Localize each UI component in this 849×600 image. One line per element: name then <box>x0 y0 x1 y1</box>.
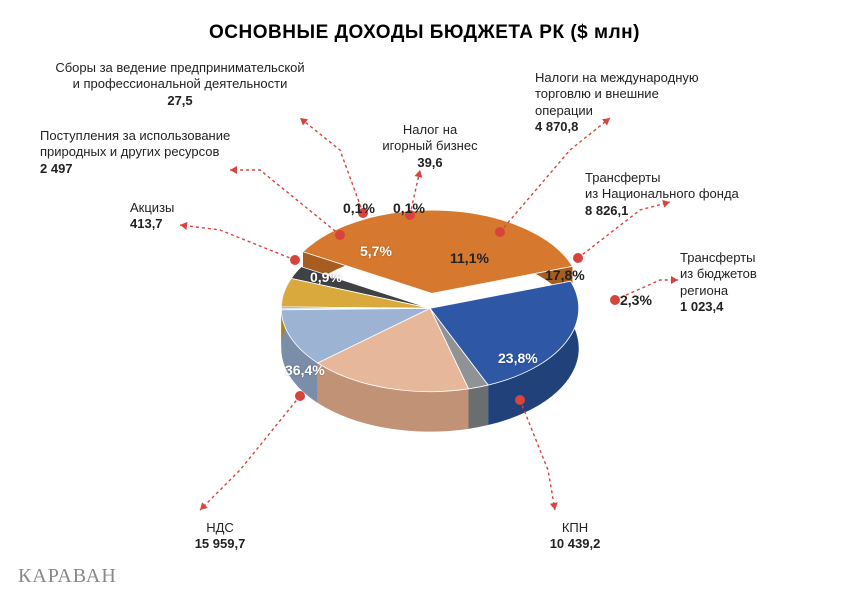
leader-arrow-kpn <box>550 502 558 510</box>
pct-gambling: 0,1% <box>393 200 425 216</box>
callout-line: Трансферты <box>585 170 739 186</box>
callout-line: из бюджетов <box>680 266 757 282</box>
pct-intl: 11,1% <box>450 250 489 266</box>
callout-value: 4 870,8 <box>535 119 699 135</box>
callout-line: Трансферты <box>680 250 757 266</box>
leader-dot-reg <box>610 295 620 305</box>
callout-line: игорный бизнес <box>382 138 477 154</box>
chart-title: ОСНОВНЫЕ ДОХОДЫ БЮДЖЕТА РК ($ млн) <box>0 22 849 44</box>
callout-natfund: Трансфертыиз Национального фонда8 826,1 <box>585 170 739 219</box>
callout-line: торговлю и внешние <box>535 86 699 102</box>
callout-value: 39,6 <box>382 155 477 171</box>
callout-line: НДС <box>195 520 246 536</box>
callout-value: 413,7 <box>130 216 174 232</box>
callout-line: региона <box>680 283 757 299</box>
leader-arrow-gambling <box>415 170 423 178</box>
callout-line: и профессиональной деятельности <box>55 76 304 92</box>
callout-line: Сборы за ведение предпринимательской <box>55 60 304 76</box>
leader-arrow-nds <box>200 502 208 510</box>
callout-gambling: Налог наигорный бизнес39,6 <box>382 122 477 171</box>
callout-excise: Акцизы413,7 <box>130 200 174 233</box>
pct-natfund: 17,8% <box>545 267 585 283</box>
pct-kpn: 23,8% <box>498 350 538 366</box>
callout-value: 10 439,2 <box>550 536 601 552</box>
callout-line: Налоги на международную <box>535 70 699 86</box>
callout-line: Акцизы <box>130 200 174 216</box>
callout-line: природных и других ресурсов <box>40 144 230 160</box>
pct-fees: 0,1% <box>343 200 375 216</box>
leader-arrow-excise <box>180 222 187 230</box>
callout-value: 1 023,4 <box>680 299 757 315</box>
leader-arrow-reg <box>671 276 678 284</box>
callout-resources: Поступления за использованиеприродных и … <box>40 128 230 177</box>
callout-kpn: КПН10 439,2 <box>550 520 601 553</box>
callout-reg: Трансфертыиз бюджетоврегиона1 023,4 <box>680 250 757 315</box>
callout-nds: НДС15 959,7 <box>195 520 246 553</box>
callout-line: Налог на <box>382 122 477 138</box>
source-label: КАРАВАН <box>18 565 117 588</box>
callout-line: Поступления за использование <box>40 128 230 144</box>
pct-resources: 5,7% <box>360 243 392 259</box>
callout-value: 8 826,1 <box>585 203 739 219</box>
callout-line: из Национального фонда <box>585 186 739 202</box>
leader-arrow-resources <box>230 166 237 174</box>
pct-reg: 2,3% <box>620 292 652 308</box>
pct-excise: 0,9% <box>310 269 342 285</box>
callout-value: 2 497 <box>40 161 230 177</box>
callout-line: КПН <box>550 520 601 536</box>
callout-line: операции <box>535 103 699 119</box>
pie-slice-side-reg <box>468 385 488 429</box>
pie-chart <box>260 200 600 450</box>
callout-value: 15 959,7 <box>195 536 246 552</box>
leader-fees <box>300 118 363 213</box>
callout-fees: Сборы за ведение предпринимательскойи пр… <box>55 60 304 109</box>
pct-nds: 36,4% <box>285 362 325 378</box>
leader-arrow-fees <box>300 118 308 125</box>
callout-intl: Налоги на международнуюторговлю и внешни… <box>535 70 699 135</box>
callout-value: 27,5 <box>55 93 304 109</box>
